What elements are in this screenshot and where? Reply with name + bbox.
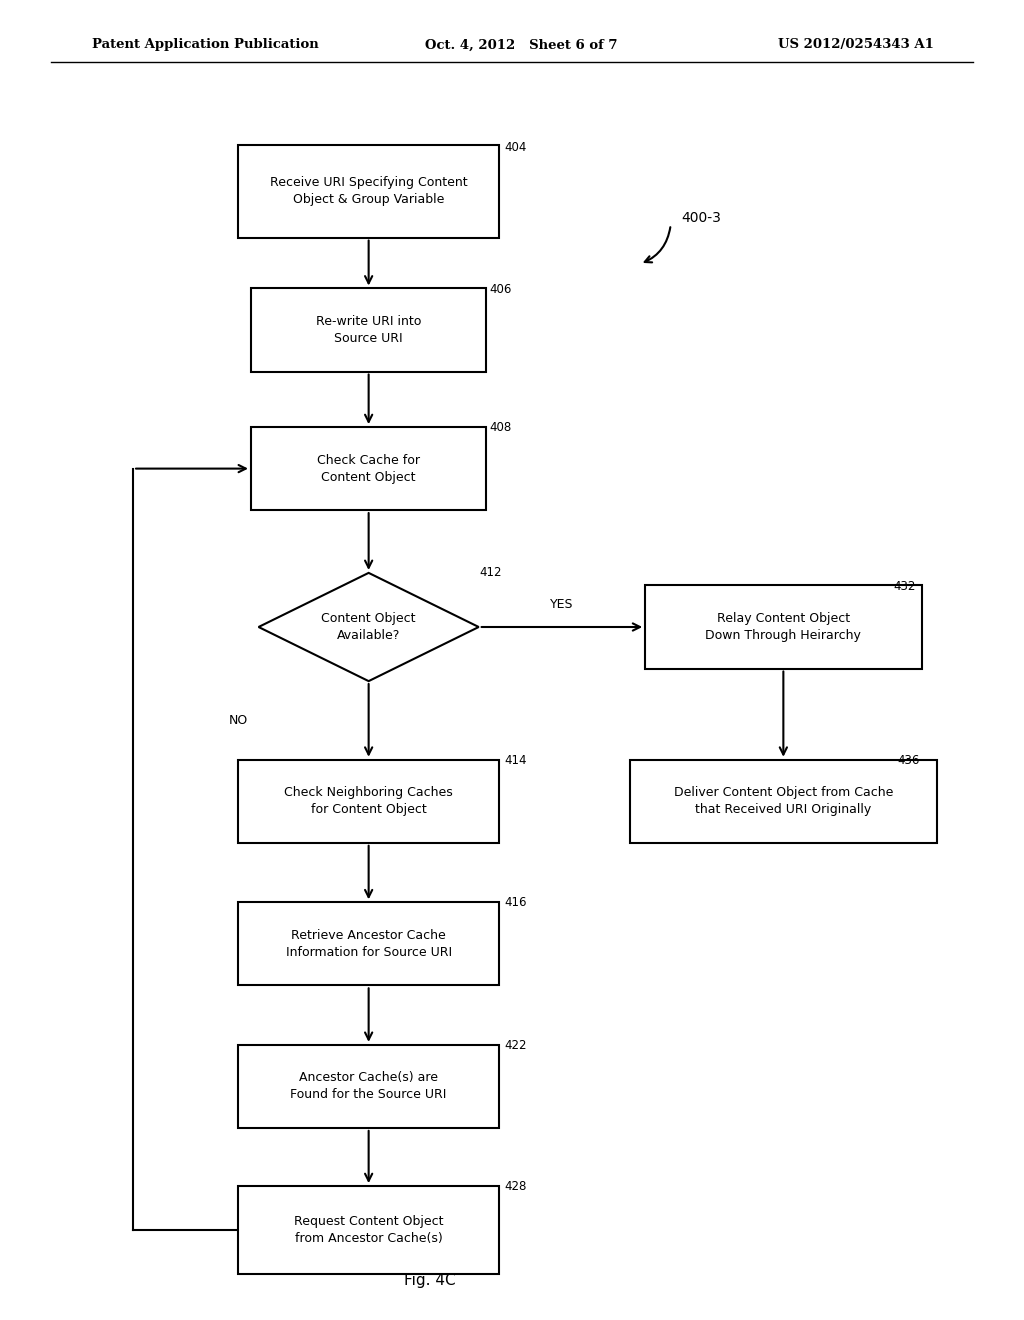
Bar xyxy=(238,759,500,842)
Text: 406: 406 xyxy=(489,282,512,296)
Text: Request Content Object
from Ancestor Cache(s): Request Content Object from Ancestor Cac… xyxy=(294,1216,443,1245)
Text: Deliver Content Object from Cache
that Received URI Originally: Deliver Content Object from Cache that R… xyxy=(674,787,893,816)
Bar xyxy=(238,1045,500,1127)
Bar xyxy=(645,586,922,668)
Text: YES: YES xyxy=(550,598,573,611)
Text: NO: NO xyxy=(229,714,248,727)
Text: US 2012/0254343 A1: US 2012/0254343 A1 xyxy=(778,38,934,51)
Bar xyxy=(238,903,500,985)
Text: Content Object
Available?: Content Object Available? xyxy=(322,612,416,642)
Text: Fig. 4C: Fig. 4C xyxy=(404,1272,456,1288)
Text: 404: 404 xyxy=(505,141,527,154)
Text: Receive URI Specifying Content
Object & Group Variable: Receive URI Specifying Content Object & … xyxy=(270,177,467,206)
Text: Retrieve Ancestor Cache
Information for Source URI: Retrieve Ancestor Cache Information for … xyxy=(286,929,452,958)
Text: Relay Content Object
Down Through Heirarchy: Relay Content Object Down Through Heirar… xyxy=(706,612,861,642)
Text: 428: 428 xyxy=(505,1180,527,1193)
Text: Patent Application Publication: Patent Application Publication xyxy=(92,38,318,51)
Bar xyxy=(251,426,486,510)
Text: 422: 422 xyxy=(505,1039,527,1052)
Polygon shape xyxy=(258,573,478,681)
Text: 436: 436 xyxy=(897,754,920,767)
Bar xyxy=(238,1185,500,1275)
Text: 408: 408 xyxy=(489,421,512,434)
Text: Check Neighboring Caches
for Content Object: Check Neighboring Caches for Content Obj… xyxy=(285,787,453,816)
Text: 432: 432 xyxy=(893,579,915,593)
Bar xyxy=(630,759,937,842)
Text: 412: 412 xyxy=(479,566,502,579)
Text: 416: 416 xyxy=(505,896,527,909)
Bar xyxy=(251,288,486,372)
Text: Re-write URI into
Source URI: Re-write URI into Source URI xyxy=(316,315,421,345)
Text: Ancestor Cache(s) are
Found for the Source URI: Ancestor Cache(s) are Found for the Sour… xyxy=(291,1072,446,1101)
Bar xyxy=(238,145,500,238)
Text: Check Cache for
Content Object: Check Cache for Content Object xyxy=(317,454,420,483)
Text: 400-3: 400-3 xyxy=(681,211,721,224)
Text: Oct. 4, 2012   Sheet 6 of 7: Oct. 4, 2012 Sheet 6 of 7 xyxy=(425,38,617,51)
Text: 414: 414 xyxy=(505,754,527,767)
